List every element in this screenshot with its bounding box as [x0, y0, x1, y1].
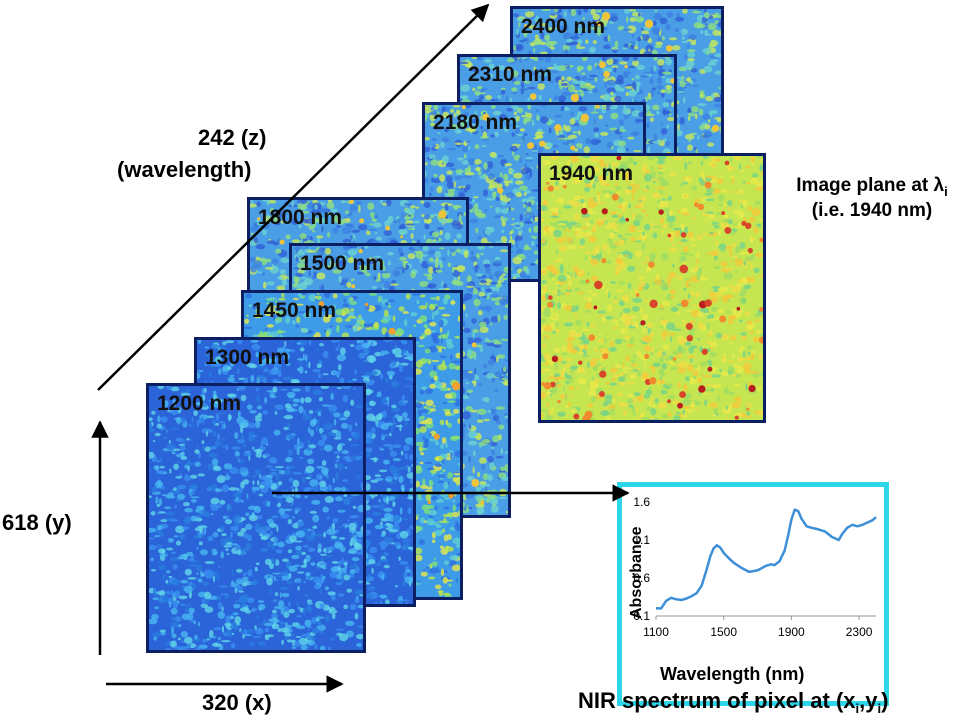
image-plane-1200-nm: 1200 nm: [146, 383, 366, 653]
plane-label: 1500 nm: [300, 252, 385, 275]
y-axis-label: 618 (y): [2, 510, 72, 535]
x-tick-label: 1100: [643, 625, 669, 639]
z-axis-sublabel: (wavelength): [117, 157, 252, 182]
plane-label: 1300 nm: [205, 346, 290, 369]
spectrum-xlabel: Wavelength (nm): [660, 664, 805, 684]
spectrum-ylabel: Absorbance: [628, 526, 645, 619]
image-plane-annotation: Image plane at λi (i.e. 1940 nm): [777, 175, 967, 222]
plane-label: 1940 nm: [549, 162, 634, 185]
plane-label: 2310 nm: [468, 63, 553, 86]
y-tick-label: 0.1: [633, 609, 650, 623]
spectrum-inset: 1100 1500 1900 2300 0.1 0.6 1.1 1.6 Absorbance: [617, 482, 889, 706]
plane-label: 2400 nm: [521, 15, 606, 38]
image-plane-1940-nm: 1940 nm: [538, 153, 766, 423]
x-tick-label: 1500: [710, 625, 737, 639]
spectrum-caption: NIR spectrum of pixel at (xi,yi): [578, 688, 889, 716]
z-axis-label: 242 (z): [198, 125, 267, 150]
annotation-line2: (i.e. 1940 nm): [811, 199, 933, 221]
annotation-line1: Image plane at λi: [796, 175, 948, 199]
x-tick-label: 1900: [778, 625, 805, 639]
x-tick-label: 2300: [846, 625, 873, 639]
y-tick-label: 1.1: [633, 533, 650, 547]
x-axis-label: 320 (x): [202, 690, 272, 715]
plane-label: 1200 nm: [157, 392, 242, 415]
plane-label: 1450 nm: [252, 299, 337, 322]
spectrum-chart: 1100 1500 1900 2300 0.1 0.6 1.1 1.6 Absorbance: [628, 495, 877, 639]
plane-label: 1800 nm: [258, 206, 343, 229]
spectrum-series-line: [656, 508, 877, 610]
plane-label: 2180 nm: [433, 111, 518, 134]
y-tick-label: 1.6: [633, 495, 650, 509]
y-tick-label: 0.6: [633, 571, 650, 585]
